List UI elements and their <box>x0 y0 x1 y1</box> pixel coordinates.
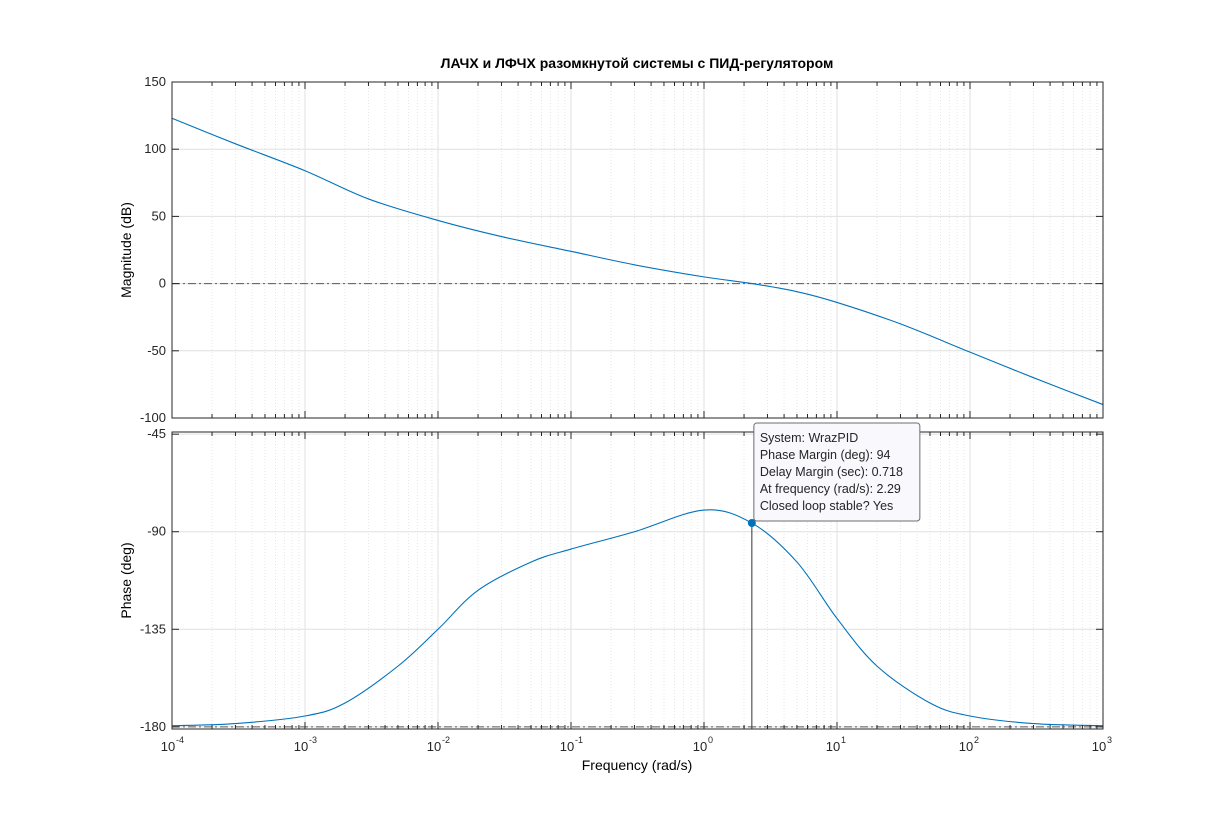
y-tick-label: -180 <box>140 719 166 734</box>
magnitude-series-line[interactable] <box>171 117 1104 406</box>
datatip-line-delay-margin: Delay Margin (sec): 0.718 <box>760 465 903 479</box>
x-tick-label: 10 1 <box>826 735 846 754</box>
x-tick-labels: 10 -4 10 -3 10 -2 10 -1 10 0 10 1 10 2 10 3 <box>161 735 1112 754</box>
x-tick-label-exponent: -2 <box>442 735 450 745</box>
x-tick-label-base: 10 <box>693 739 707 754</box>
x-tick-label-base: 10 <box>826 739 840 754</box>
x-tick-label-exponent: 2 <box>974 735 979 745</box>
x-tick-label-exponent: 1 <box>841 735 846 745</box>
x-tick-label: 10 -3 <box>294 735 317 754</box>
x-tick-label-exponent: -1 <box>575 735 583 745</box>
datatip-line-system: System: WrazPID <box>760 431 858 445</box>
y-tick-label: 50 <box>152 208 166 223</box>
magnitude-grid <box>171 81 1104 419</box>
x-tick-label: 10 -2 <box>427 735 450 754</box>
x-tick-label-exponent: -4 <box>176 735 184 745</box>
x-tick-label: 10 0 <box>693 735 713 754</box>
y-tick-label: -50 <box>147 343 166 358</box>
magnitude-y-tick-labels: 150 100 50 0 -50 -100 <box>140 74 166 425</box>
datatip-line-stability: Closed loop stable? Yes <box>760 499 893 513</box>
phase-series-line[interactable] <box>171 509 1104 727</box>
x-tick-label-exponent: 0 <box>708 735 713 745</box>
x-tick-label-exponent: -3 <box>309 735 317 745</box>
phase-margin-datatip[interactable]: System: WrazPID Phase Margin (deg): 94 D… <box>753 422 921 522</box>
x-tick-label-base: 10 <box>959 739 973 754</box>
x-tick-label-exponent: 3 <box>1107 735 1112 745</box>
x-tick-label-base: 10 <box>1092 739 1106 754</box>
phase-axes-box <box>171 431 1104 730</box>
y-tick-label: -45 <box>147 426 166 441</box>
x-tick-label-base: 10 <box>294 739 308 754</box>
datatip-box <box>753 422 921 522</box>
phase-margin-marker[interactable] <box>747 519 756 528</box>
phase-y-tick-labels: -45 -90 -135 -180 <box>140 426 166 734</box>
phase-ticks <box>171 432 1104 729</box>
x-tick-label: 10 -4 <box>161 735 184 754</box>
magnitude-axes-box <box>171 81 1104 419</box>
y-tick-label: 0 <box>159 276 166 291</box>
x-tick-label: 10 2 <box>959 735 979 754</box>
y-tick-label: 100 <box>144 141 166 156</box>
chart-title: ЛАЧХ и ЛФЧХ разомкнутой системы с ПИД-ре… <box>441 55 834 71</box>
magnitude-axes[interactable]: 150 100 50 0 -50 -100 Magnitude (dB) <box>118 74 1104 425</box>
magnitude-y-axis-label: Magnitude (dB) <box>118 202 134 298</box>
x-tick-label: 10 -1 <box>560 735 583 754</box>
magnitude-ticks <box>171 81 1104 419</box>
x-tick-label-base: 10 <box>560 739 574 754</box>
x-tick-label-base: 10 <box>427 739 441 754</box>
x-tick-label-base: 10 <box>161 739 175 754</box>
x-tick-label: 10 3 <box>1092 735 1112 754</box>
x-axis-label: Frequency (rad/s) <box>582 757 692 773</box>
y-tick-label: -90 <box>147 524 166 539</box>
datatip-line-frequency: At frequency (rad/s): 2.29 <box>760 482 901 496</box>
phase-y-axis-label: Phase (deg) <box>118 542 134 618</box>
y-tick-label: -135 <box>140 621 166 636</box>
y-tick-label: 150 <box>144 74 166 89</box>
datatip-line-phase-margin: Phase Margin (deg): 94 <box>760 448 891 462</box>
y-tick-label: -100 <box>140 410 166 425</box>
